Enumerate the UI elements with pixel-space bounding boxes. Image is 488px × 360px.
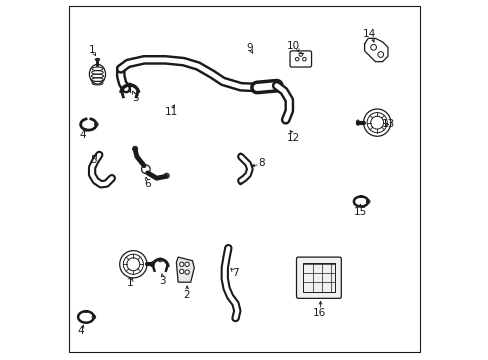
- Text: 1: 1: [89, 45, 95, 55]
- Text: 7: 7: [232, 267, 238, 278]
- Text: 14: 14: [362, 29, 375, 39]
- Text: 6: 6: [144, 179, 151, 189]
- Bar: [302, 263, 335, 292]
- Text: 13: 13: [381, 120, 394, 129]
- Circle shape: [164, 173, 169, 178]
- Circle shape: [179, 269, 183, 274]
- Text: 2: 2: [183, 291, 189, 301]
- Ellipse shape: [254, 84, 259, 91]
- Circle shape: [184, 262, 189, 266]
- Text: 10: 10: [286, 41, 300, 50]
- Circle shape: [179, 262, 183, 266]
- FancyBboxPatch shape: [296, 257, 341, 298]
- Text: 4: 4: [77, 326, 83, 336]
- Text: 12: 12: [286, 133, 300, 143]
- Text: 3: 3: [159, 276, 166, 286]
- Text: 9: 9: [246, 43, 253, 53]
- Text: 15: 15: [353, 207, 366, 217]
- Text: 1: 1: [127, 278, 134, 288]
- Text: 4: 4: [79, 130, 85, 140]
- Circle shape: [184, 270, 189, 274]
- Text: 8: 8: [258, 158, 264, 168]
- Text: 3: 3: [132, 93, 138, 103]
- Text: 5: 5: [90, 155, 96, 165]
- Text: 16: 16: [312, 309, 325, 318]
- Ellipse shape: [274, 82, 278, 90]
- Polygon shape: [176, 257, 194, 282]
- Text: 11: 11: [164, 107, 177, 117]
- Circle shape: [132, 146, 137, 151]
